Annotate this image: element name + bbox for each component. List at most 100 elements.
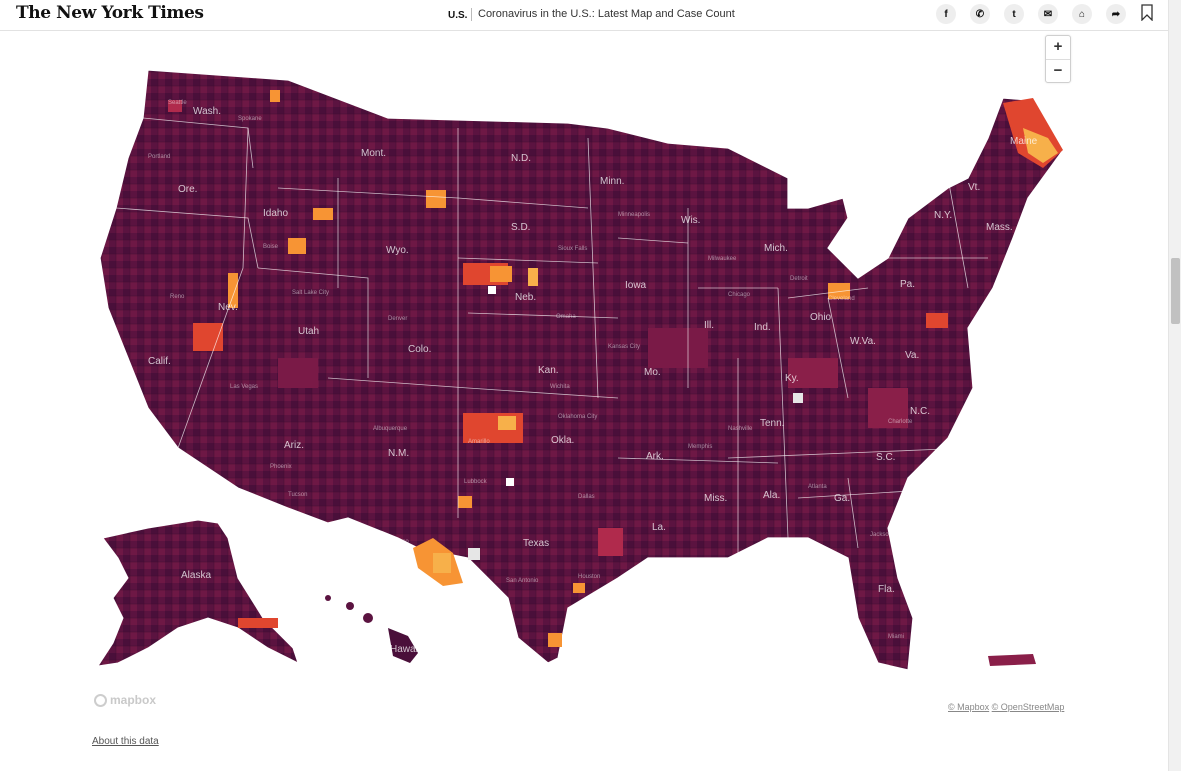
city-label: Las Vegas bbox=[230, 384, 258, 390]
contiguous-us-shape bbox=[99, 69, 1064, 671]
city-label: Sioux Falls bbox=[558, 246, 587, 252]
gift-icon[interactable]: ⌂ bbox=[1072, 4, 1092, 24]
state-label: Ore. bbox=[178, 184, 197, 195]
state-label: Iowa bbox=[625, 280, 647, 291]
state-label: Wyo. bbox=[386, 245, 409, 256]
state-label: Okla. bbox=[551, 435, 574, 446]
state-label: Maine bbox=[1010, 136, 1038, 147]
city-label: Reno bbox=[170, 294, 185, 300]
state-label: Mo. bbox=[644, 367, 661, 378]
hawaii-island bbox=[346, 602, 354, 610]
state-label: Pa. bbox=[900, 279, 915, 290]
state-label: N.M. bbox=[388, 448, 409, 459]
city-label: Salt Lake City bbox=[292, 290, 329, 296]
city-label: El Paso bbox=[388, 539, 409, 545]
mapbox-logo[interactable]: mapbox bbox=[94, 693, 156, 707]
state-label: S.C. bbox=[876, 452, 895, 463]
city-label: Amarillo bbox=[468, 439, 490, 445]
state-label: Ohio bbox=[810, 312, 832, 323]
state-label: Tenn. bbox=[760, 418, 784, 429]
about-data-link[interactable]: About this data bbox=[92, 736, 159, 747]
state-label: W.Va. bbox=[850, 336, 876, 347]
state-label: Ind. bbox=[754, 322, 771, 333]
puerto-rico-shape bbox=[988, 654, 1036, 666]
zoom-out-button[interactable]: − bbox=[1046, 59, 1070, 83]
state-label: Mont. bbox=[361, 148, 386, 159]
city-label: Oklahoma City bbox=[558, 414, 597, 420]
page-scrollbar[interactable] bbox=[1168, 0, 1181, 771]
hotspots bbox=[168, 90, 1063, 647]
state-label: Alaska bbox=[181, 570, 211, 581]
state-label: N.Y. bbox=[934, 210, 952, 221]
city-label: Chicago bbox=[728, 292, 751, 298]
whatsapp-icon[interactable]: ✆ bbox=[970, 4, 990, 24]
state-label: Wis. bbox=[681, 215, 700, 226]
state-label: Ill. bbox=[704, 320, 714, 331]
header-divider bbox=[471, 8, 472, 21]
state-label: Ga. bbox=[834, 493, 850, 504]
city-label: Tucson bbox=[288, 492, 307, 498]
state-label: Calif. bbox=[148, 356, 171, 367]
zoom-controls: + − bbox=[1045, 35, 1071, 83]
scrollbar-thumb[interactable] bbox=[1171, 258, 1180, 324]
attribution-osm-link[interactable]: © OpenStreetMap bbox=[991, 702, 1065, 712]
city-label: Lubbock bbox=[464, 479, 488, 485]
state-labels: Wash. Ore. Calif. Idaho Nev. Mont. Wyo. … bbox=[148, 106, 1038, 655]
city-label: Atlanta bbox=[808, 484, 827, 490]
city-label: Portland bbox=[148, 154, 170, 160]
email-icon[interactable]: ✉ bbox=[1038, 4, 1058, 24]
map-canvas[interactable]: Wash. Ore. Calif. Idaho Nev. Mont. Wyo. … bbox=[88, 58, 1078, 678]
section-label[interactable]: U.S. bbox=[448, 10, 468, 21]
city-label: Kansas City bbox=[608, 344, 640, 350]
city-label: San Antonio bbox=[506, 578, 539, 584]
state-label: Vt. bbox=[968, 182, 980, 193]
state-label: N.C. bbox=[910, 406, 930, 417]
city-label: Charlotte bbox=[888, 419, 913, 425]
state-label: Ariz. bbox=[284, 440, 304, 451]
city-label: Detroit bbox=[790, 276, 808, 282]
state-label: Neb. bbox=[515, 292, 536, 303]
state-label: Ark. bbox=[646, 451, 664, 462]
city-label: Minneapolis bbox=[618, 212, 650, 218]
city-label: Miami bbox=[888, 634, 904, 640]
state-label: Nev. bbox=[218, 302, 238, 313]
city-label: Denver bbox=[388, 316, 407, 322]
city-label: Spokane bbox=[238, 116, 262, 122]
state-label: Va. bbox=[905, 350, 919, 361]
city-label: Jacksonville bbox=[870, 532, 903, 538]
city-label: Milwaukee bbox=[708, 256, 737, 262]
state-label: Kan. bbox=[538, 365, 559, 376]
city-label: Cleveland bbox=[828, 296, 855, 302]
state-borders bbox=[115, 117, 988, 558]
top-bar: The New York Times U.S. Coronavirus in t… bbox=[0, 0, 1168, 31]
state-label: Miss. bbox=[704, 493, 727, 504]
state-label: La. bbox=[652, 522, 666, 533]
map-attribution: © Mapbox © OpenStreetMap bbox=[948, 702, 1064, 712]
city-label: Seattle bbox=[168, 100, 187, 106]
city-label: Memphis bbox=[688, 444, 712, 450]
state-label: Idaho bbox=[263, 208, 288, 219]
twitter-icon[interactable]: t bbox=[1004, 4, 1024, 24]
state-label: N.D. bbox=[511, 153, 531, 164]
city-label: Wichita bbox=[550, 384, 570, 390]
share-arrow-icon[interactable]: ➦ bbox=[1106, 4, 1126, 24]
state-label: Mich. bbox=[764, 243, 788, 254]
city-label: New Orleans bbox=[690, 564, 725, 570]
city-label: Houston bbox=[578, 574, 600, 580]
city-label: Phoenix bbox=[270, 464, 292, 470]
nyt-logo[interactable]: The New York Times bbox=[16, 3, 204, 23]
bookmark-icon[interactable] bbox=[1141, 4, 1153, 21]
alaska-shape bbox=[96, 519, 299, 667]
state-label: Utah bbox=[298, 326, 319, 337]
state-label: Wash. bbox=[193, 106, 221, 117]
facebook-icon[interactable]: f bbox=[936, 4, 956, 24]
zoom-in-button[interactable]: + bbox=[1053, 38, 1063, 55]
hawaii-island bbox=[325, 595, 331, 601]
state-label: S.D. bbox=[511, 222, 530, 233]
state-label: Ala. bbox=[763, 490, 780, 501]
state-label: Colo. bbox=[408, 344, 431, 355]
us-cases-map[interactable]: Wash. Ore. Calif. Idaho Nev. Mont. Wyo. … bbox=[88, 58, 1078, 678]
state-label: Mass. bbox=[986, 222, 1013, 233]
city-labels: Spokane Seattle Portland Boise Salt Lake… bbox=[148, 100, 913, 640]
attribution-mapbox-link[interactable]: © Mapbox bbox=[948, 702, 990, 712]
